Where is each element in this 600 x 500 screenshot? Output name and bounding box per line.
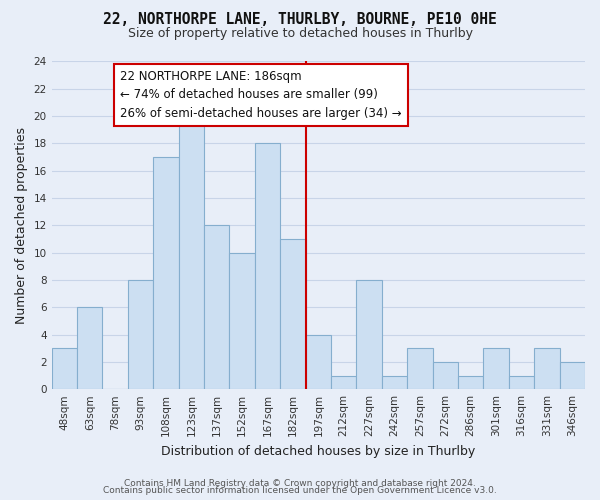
Text: 22 NORTHORPE LANE: 186sqm
← 74% of detached houses are smaller (99)
26% of semi-: 22 NORTHORPE LANE: 186sqm ← 74% of detac… [120, 70, 402, 119]
Bar [484, 348, 509, 389]
Bar [458, 376, 484, 389]
Bar [382, 376, 407, 389]
Bar [204, 226, 229, 389]
Text: Size of property relative to detached houses in Thurlby: Size of property relative to detached ho… [128, 28, 473, 40]
Bar [179, 116, 204, 389]
Bar [77, 308, 103, 389]
Bar [356, 280, 382, 389]
Bar [255, 144, 280, 389]
X-axis label: Distribution of detached houses by size in Thurlby: Distribution of detached houses by size … [161, 444, 475, 458]
Text: 22, NORTHORPE LANE, THURLBY, BOURNE, PE10 0HE: 22, NORTHORPE LANE, THURLBY, BOURNE, PE1… [103, 12, 497, 28]
Bar [560, 362, 585, 389]
Bar [153, 157, 179, 389]
Bar [407, 348, 433, 389]
Bar [331, 376, 356, 389]
Bar [305, 334, 331, 389]
Bar [509, 376, 534, 389]
Bar [229, 252, 255, 389]
Bar [280, 239, 305, 389]
Bar [52, 348, 77, 389]
Bar [128, 280, 153, 389]
Y-axis label: Number of detached properties: Number of detached properties [15, 127, 28, 324]
Text: Contains public sector information licensed under the Open Government Licence v3: Contains public sector information licen… [103, 486, 497, 495]
Bar [433, 362, 458, 389]
Text: Contains HM Land Registry data © Crown copyright and database right 2024.: Contains HM Land Registry data © Crown c… [124, 478, 476, 488]
Bar [534, 348, 560, 389]
